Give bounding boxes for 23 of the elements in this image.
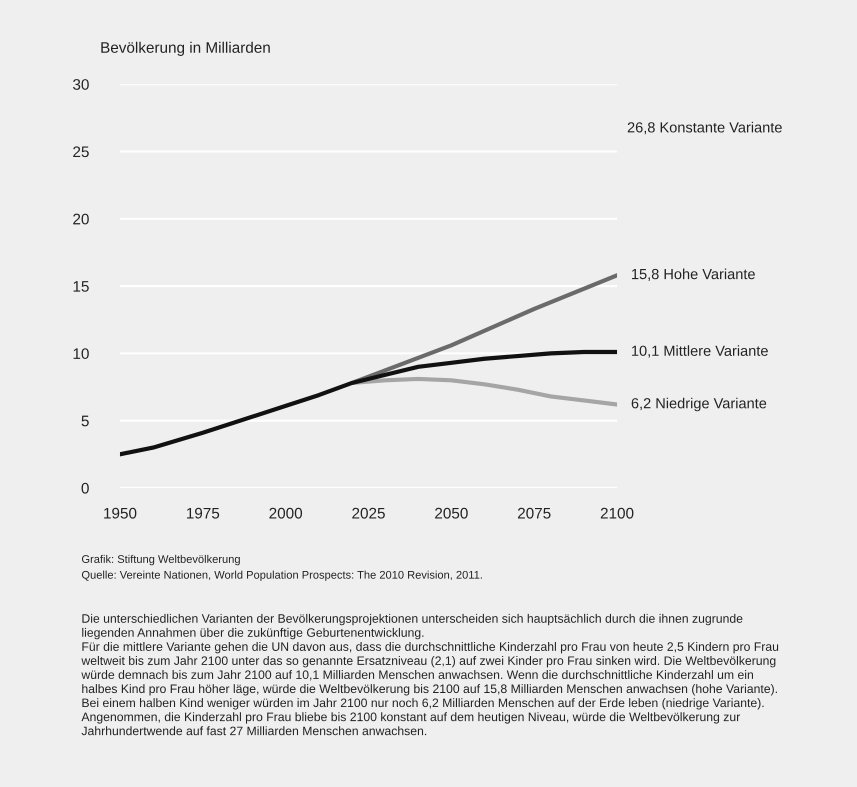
y-tick-label: 30: [73, 79, 89, 90]
x-tick-label: 2050: [435, 508, 468, 519]
line-series: [120, 350, 618, 456]
x-tick-label: 1975: [186, 508, 220, 519]
source-note: Quelle: Vereinte Nationen, World Population Prospects: The 2010 Revision, 2011.: [82, 570, 482, 581]
y-tick-label: 15: [74, 281, 89, 292]
x-tick-label: 2000: [269, 508, 302, 519]
series-label: 15,8 Hohe Variante: [632, 268, 755, 281]
series-label: 6,2 Niedrige Variante: [632, 398, 766, 412]
y-axis-title: Bevölkerung in Milliarden: [101, 42, 270, 56]
x-tick-label: 2100: [600, 508, 634, 519]
y-tick-label: 25: [73, 146, 89, 158]
y-tick-label: 10: [74, 348, 89, 360]
x-tick-label: 1950: [104, 508, 136, 519]
text: Die unterschiedlichen Varianten der Bevölkerungsprojektionen unterscheiden sich hauptsächlich durch die ihnen zugrunde liegenden Annahmen über die zukünftige Geburtenentwicklung. Für die mittlere Variante gehen die UN davon aus, dass die durchschnittliche Kinderzahl pro Frau von heute 2,5 Kindern pro Frau weltweit bis zum Jahr 2100 unter das so genannte Ersatzniveau (2,1) auf zwei Kinder pro Frau sinken wird. Die Weltbevölkerung würde demnach bis zum Jahr 2100 auf 10,1 Milliarden Menschen anwachsen. Wenn die durchschnittliche Kinderzahl um ein halbes Kind pro Frau höher läge, würde die Weltbevölkerung bis 2100 auf 15,8 Milliarden Menschen anwachsen (hohe Variante). Bei einem halben Kind weniger würden im Jahr 2100 nur noch 6,2 Milliarden Menschen auf der Erde leben (niedrige Variante). Angenommen, die Kinderzahl pro Frau bliebe bis 2100 konstant auf dem heutigen Niveau, würde die Weltbevölkerung zur Jahrhundertwende auf fast 27 Milliarden Menschen anwachsen.: [81, 614, 778, 736]
x-tick-label: 2025: [352, 508, 385, 519]
x-tick-label: 2075: [518, 508, 551, 519]
y-tick-label: 5: [82, 416, 89, 426]
series-label: 10,1 Mittlere Variante: [632, 345, 768, 358]
text: Grafik: Stiftung Weltbevölkerung: [82, 554, 240, 566]
y-tick-label: 20: [73, 214, 89, 224]
y-tick-label: 0: [82, 482, 89, 494]
text: 26,8 Konstante Variante: [628, 122, 782, 134]
